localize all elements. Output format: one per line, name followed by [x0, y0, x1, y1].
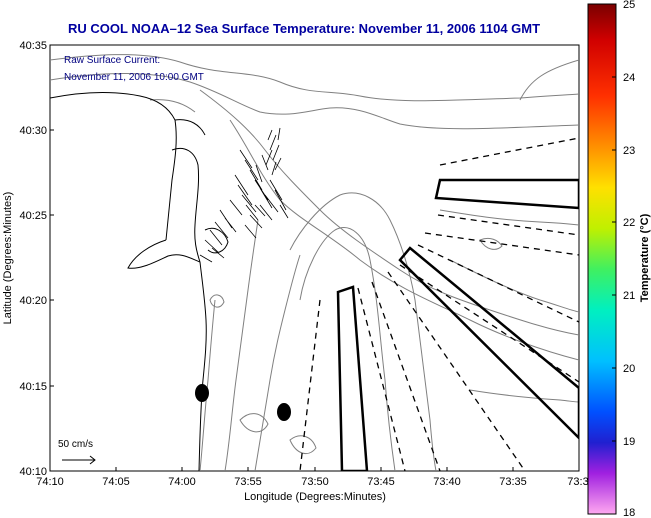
colorbar-tick-label: 25	[623, 0, 635, 11]
inset-line-2: November 11, 2006 10:00 GMT	[64, 72, 204, 83]
x-tick-label: 73:45	[367, 476, 395, 488]
y-axis-label: Latitude (Degrees:Minutes)	[2, 192, 14, 325]
x-tick-label: 73:3	[567, 476, 588, 488]
map-content: 50 cm/s	[50, 54, 579, 471]
x-tick-label: 73:40	[433, 476, 461, 488]
y-tick-labels: 40:35 40:30 40:25 40:20 40:15 40:10	[19, 40, 47, 478]
y-tick-label: 40:10	[19, 466, 47, 478]
x-tick-label: 73:55	[234, 476, 262, 488]
y-tick-label: 40:25	[19, 210, 47, 222]
x-tick-label: 74:10	[36, 476, 64, 488]
colorbar-tick-label: 22	[623, 217, 635, 229]
buoy-marker	[195, 384, 209, 402]
x-tick-label: 73:35	[499, 476, 527, 488]
colorbar-tick-label: 19	[623, 436, 635, 448]
buoy-marker	[277, 403, 291, 421]
colorbar-tick-labels: 25 24 23 22 21 20 19 18	[623, 0, 635, 518]
bathymetry-contours	[50, 54, 579, 471]
coastline	[50, 91, 229, 471]
colorbar-tick-label: 20	[623, 363, 635, 375]
y-tick-label: 40:30	[19, 125, 47, 137]
x-tick-labels: 74:10 74:05 74:00 73:55 73:50 73:45 73:4…	[36, 476, 588, 488]
scale-arrow-label: 50 cm/s	[58, 439, 93, 450]
y-tick-label: 40:20	[19, 295, 47, 307]
colorbar-tick-label: 18	[623, 507, 635, 518]
y-tick-label: 40:15	[19, 381, 47, 393]
x-tick-label: 74:05	[102, 476, 130, 488]
colorbar-tick-label: 24	[623, 72, 635, 84]
scale-arrow-icon	[62, 455, 96, 465]
colorbar	[587, 3, 617, 515]
current-vectors	[199, 127, 289, 263]
x-tick-label: 74:00	[168, 476, 196, 488]
traffic-zones	[336, 178, 579, 471]
x-tick-label: 73:50	[301, 476, 329, 488]
plot-frame	[49, 44, 580, 472]
colorbar-ticks	[612, 76, 616, 442]
colorbar-tick-label: 23	[623, 145, 635, 157]
colorbar-tick-label: 21	[623, 290, 635, 302]
map-title: RU COOL NOAA–12 Sea Surface Temperature:…	[68, 21, 540, 36]
x-axis-label: Longitude (Degrees:Minutes)	[244, 491, 386, 503]
y-tick-label: 40:35	[19, 40, 47, 52]
inset-line-1: Raw Surface Current:	[64, 55, 160, 66]
axis-tick-marks	[49, 44, 580, 472]
colorbar-label: Temperature (°C)	[639, 213, 651, 302]
